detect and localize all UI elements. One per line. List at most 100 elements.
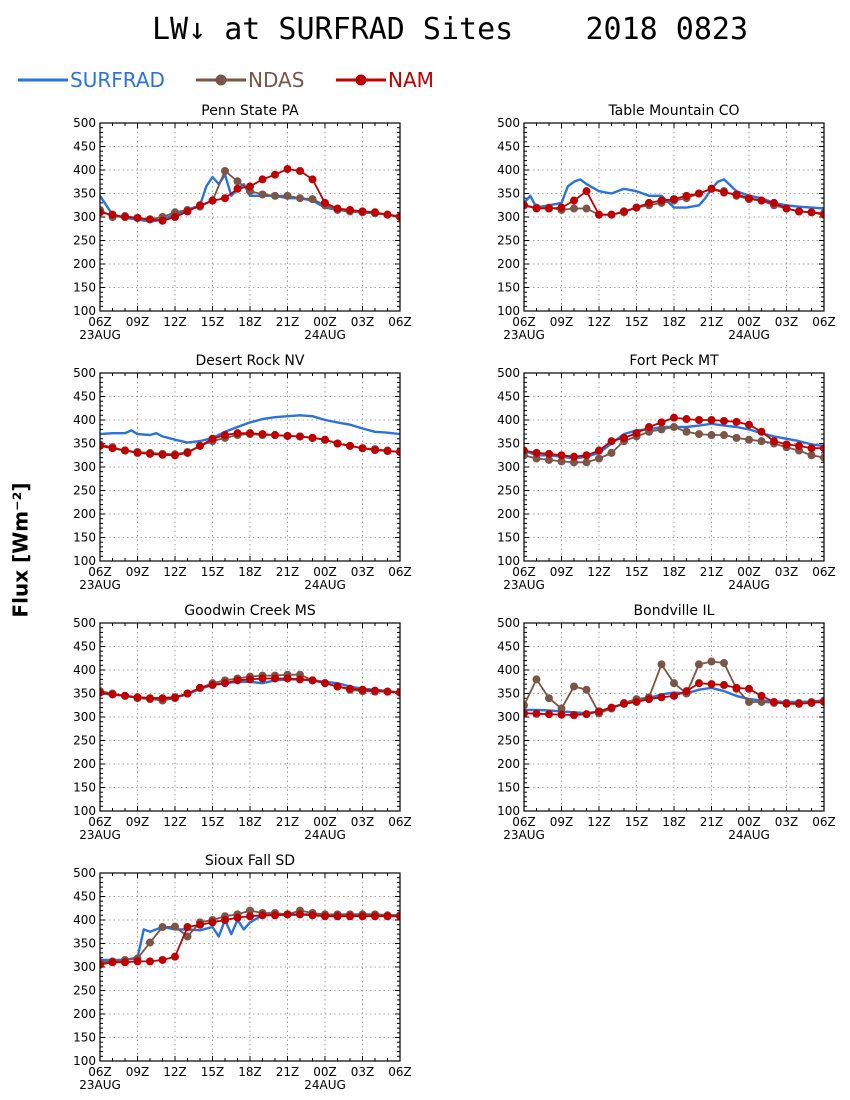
data-point-ndas <box>545 455 553 464</box>
x-tick-label: 09Z <box>126 1065 150 1079</box>
data-point-nam <box>682 415 691 424</box>
data-point-ndas <box>595 454 603 463</box>
data-point-ndas <box>707 657 716 666</box>
x-date-label: 24AUG <box>728 828 770 842</box>
data-point-nam <box>720 416 728 425</box>
data-point-nam <box>258 175 267 184</box>
x-tick-label: 09Z <box>550 565 574 579</box>
y-tick-label: 250 <box>73 984 96 998</box>
data-point-nam <box>221 194 229 203</box>
data-point-nam <box>271 431 279 440</box>
y-tick-label: 100 <box>73 1054 96 1068</box>
data-point-nam <box>807 208 816 217</box>
data-point-ndas <box>296 194 304 203</box>
y-tick-label: 250 <box>73 734 96 748</box>
data-point-nam <box>271 170 279 179</box>
data-point-nam <box>670 195 678 204</box>
plot-area <box>100 414 400 460</box>
data-point-ndas <box>557 457 566 466</box>
data-point-nam <box>121 958 129 967</box>
chart-title: Penn State PA <box>201 103 299 119</box>
data-point-nam <box>283 910 292 919</box>
data-point-nam <box>296 432 304 441</box>
y-tick-label: 500 <box>73 366 96 380</box>
y-tick-label: 200 <box>497 257 520 271</box>
data-point-nam <box>582 710 591 719</box>
data-point-nam <box>133 448 142 457</box>
data-point-nam <box>807 444 816 453</box>
y-tick-label: 100 <box>73 304 96 318</box>
y-tick-label: 150 <box>73 781 96 795</box>
data-point-ndas <box>720 431 728 440</box>
data-point-nam <box>607 703 616 712</box>
data-point-nam <box>371 912 379 921</box>
y-tick-label: 200 <box>73 257 96 271</box>
data-point-nam <box>757 691 766 700</box>
data-point-nam <box>695 416 703 424</box>
data-point-nam <box>732 190 741 199</box>
x-date-label: 23AUG <box>503 328 545 342</box>
data-point-nam <box>595 210 603 219</box>
data-point-nam <box>371 208 379 217</box>
data-point-nam <box>524 709 528 718</box>
data-point-nam <box>158 450 167 459</box>
data-point-nam <box>346 912 354 921</box>
x-tick-label: 18Z <box>238 565 262 579</box>
x-tick-label: 21Z <box>700 815 724 829</box>
data-point-nam <box>770 697 778 706</box>
y-tick-label: 450 <box>497 640 520 654</box>
data-point-ndas <box>807 451 816 460</box>
data-point-nam <box>757 196 766 205</box>
data-point-ndas <box>820 453 824 462</box>
y-axis-label: Flux [Wm⁻²] <box>6 480 38 620</box>
data-point-ndas <box>707 431 716 440</box>
x-date-label: 24AUG <box>304 578 346 592</box>
page-title: LW↓ at SURFRAD Sites 2018 0823 <box>151 12 749 47</box>
x-tick-label: 06Z <box>388 315 412 329</box>
data-point-nam <box>196 201 204 210</box>
data-point-nam <box>346 684 354 693</box>
data-point-nam <box>670 413 678 422</box>
data-point-nam <box>233 913 242 922</box>
x-tick-label: 03Z <box>351 315 375 329</box>
data-point-nam <box>595 707 603 716</box>
data-point-ndas <box>283 191 292 200</box>
data-point-nam <box>820 697 824 706</box>
data-point-nam <box>732 683 741 692</box>
x-tick-label: 12Z <box>587 565 611 579</box>
data-point-nam <box>720 188 728 197</box>
data-point-nam <box>670 691 678 700</box>
data-point-nam <box>782 699 791 708</box>
data-point-nam <box>308 911 317 920</box>
data-point-ndas <box>695 660 703 669</box>
data-point-nam <box>782 204 791 213</box>
data-point-nam <box>321 679 329 688</box>
data-point-nam <box>208 434 217 443</box>
x-tick-label: 12Z <box>587 315 611 329</box>
y-tick-label: 100 <box>73 804 96 818</box>
data-point-ndas <box>246 906 254 915</box>
data-point-nam <box>795 441 803 450</box>
legend: SURFRAD NDAS NAM <box>18 66 458 94</box>
data-point-ndas <box>271 191 279 200</box>
data-point-nam <box>296 675 304 684</box>
data-point-nam <box>358 207 367 216</box>
x-tick-label: 00Z <box>313 815 337 829</box>
data-point-nam <box>121 446 129 455</box>
y-tick-label: 500 <box>497 616 520 630</box>
x-tick-label: 12Z <box>587 815 611 829</box>
y-tick-label: 200 <box>73 757 96 771</box>
x-date-label: 23AUG <box>79 1078 121 1092</box>
plot-frame <box>99 872 401 1062</box>
data-point-nam <box>532 204 541 213</box>
x-tick-label: 00Z <box>313 565 337 579</box>
data-point-nam <box>358 685 367 694</box>
data-point-nam <box>682 687 691 696</box>
data-point-nam <box>632 203 641 212</box>
x-tick-label: 18Z <box>238 1065 262 1079</box>
y-tick-label: 500 <box>497 366 520 380</box>
y-tick-label: 200 <box>73 1007 96 1021</box>
y-tick-label: 400 <box>497 163 520 177</box>
data-point-nam <box>100 208 104 217</box>
